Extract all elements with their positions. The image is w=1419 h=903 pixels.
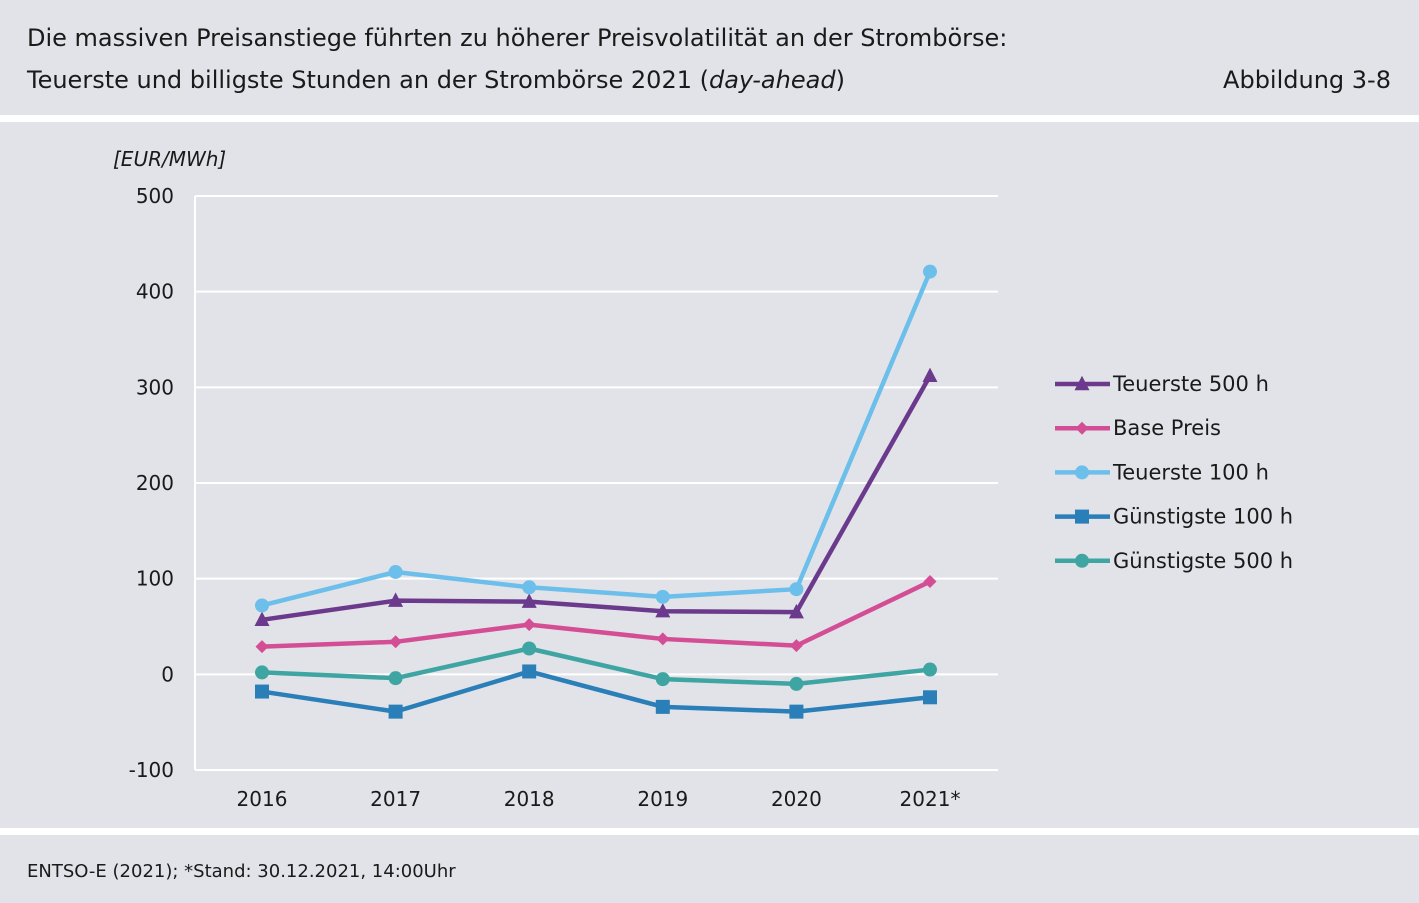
y-tick-label: 200 [136, 471, 174, 495]
legend-label: Teuerste 500 h [1112, 372, 1269, 396]
legend-item: Günstigste 500 h [1055, 549, 1293, 573]
subtitle-suffix: ) [835, 66, 845, 94]
x-tick-label: 2019 [637, 787, 688, 811]
legend-item: Günstigste 100 h [1055, 505, 1293, 529]
legend: Teuerste 500 h Base Preis Teuerste 100 h Gü… [1055, 372, 1293, 573]
figure-reference: Abbildung 3-8 [1223, 66, 1391, 94]
series-lines [254, 264, 938, 719]
x-tick-label: 2017 [370, 787, 421, 811]
legend-item: Teuerste 500 h [1055, 372, 1269, 396]
data-point [923, 575, 937, 589]
chart-subtitle: Teuerste und billigste Stunden an der St… [27, 66, 845, 94]
data-point [923, 690, 937, 705]
legend-marker [1075, 553, 1089, 568]
series-line [261, 270, 933, 608]
x-tick-label: 2016 [237, 787, 288, 811]
y-axis-unit: [EUR/MWh] [113, 147, 226, 171]
y-tick-label: 0 [161, 662, 174, 686]
data-point [522, 641, 537, 656]
x-tick-label: 2018 [504, 787, 555, 811]
legend-label: Günstigste 100 h [1113, 505, 1293, 529]
data-point [388, 671, 403, 686]
series-base-preis [255, 575, 937, 654]
series-teuerste-100-h [255, 264, 937, 613]
series-line [261, 374, 932, 623]
footer-panel: ENTSO-E (2021); *Stand: 30.12.2021, 14:0… [0, 835, 1419, 903]
header-panel: Die massiven Preisanstiege führten zu hö… [0, 0, 1419, 115]
y-tick-label: 400 [136, 280, 174, 304]
series-teuerste-500-h [254, 367, 938, 626]
legend-label: Teuerste 100 h [1112, 460, 1269, 484]
subtitle-prefix: Teuerste und billigste Stunden an der St… [27, 66, 709, 94]
data-point [655, 602, 671, 618]
data-point [389, 635, 403, 649]
legend-label: Base Preis [1113, 416, 1221, 440]
data-point [388, 564, 403, 579]
data-point [522, 664, 537, 679]
data-point [522, 618, 536, 632]
data-point [656, 632, 670, 646]
data-point [388, 592, 404, 607]
grid-lines [195, 195, 998, 676]
data-point [789, 639, 803, 653]
source-note: ENTSO-E (2021); *Stand: 30.12.2021, 14:0… [27, 861, 456, 882]
data-point [923, 662, 937, 677]
y-tick-label: 300 [136, 375, 174, 399]
y-tick-label: 100 [136, 567, 174, 591]
x-tick-label: 2020 [771, 787, 822, 811]
y-tick-label: 500 [136, 184, 174, 208]
data-point [789, 676, 804, 691]
data-point [254, 611, 270, 626]
data-point [255, 598, 269, 613]
data-point [522, 580, 537, 595]
data-point [255, 665, 269, 680]
data-point [789, 582, 804, 597]
data-point [255, 684, 269, 699]
y-tick-label: -100 [129, 758, 174, 782]
subtitle-italic: day-ahead [708, 66, 836, 94]
series-line [261, 579, 931, 649]
data-point [922, 367, 938, 383]
data-point [789, 704, 804, 719]
legend-marker [1075, 465, 1089, 480]
data-point [923, 264, 937, 279]
data-point [388, 704, 403, 719]
legend-marker [1075, 509, 1089, 524]
data-point [255, 640, 269, 654]
data-point [655, 672, 670, 687]
data-point [655, 699, 670, 714]
axes: 500 400 300 200 100 0 -100 [EUR/MWh] 2016 2017 201… [113, 147, 998, 811]
legend-marker [1074, 375, 1090, 391]
x-tick-label: 2021* [900, 787, 961, 811]
legend-item: Teuerste 100 h [1055, 460, 1269, 484]
series-line [261, 669, 931, 714]
chart-title: Die massiven Preisanstiege führten zu hö… [27, 24, 1008, 52]
series-g-nstigste-500-h [255, 641, 937, 691]
legend-item: Base Preis [1055, 416, 1221, 440]
series-g-nstigste-100-h [255, 664, 937, 719]
data-point [655, 589, 670, 604]
series-line [261, 646, 931, 687]
data-point [788, 603, 804, 619]
data-point [521, 593, 537, 608]
legend-label: Günstigste 500 h [1113, 549, 1293, 573]
legend-marker [1075, 421, 1089, 435]
